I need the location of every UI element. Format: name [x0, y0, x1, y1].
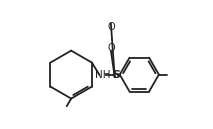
Text: S: S	[112, 70, 120, 80]
Text: O: O	[107, 22, 115, 32]
Text: NH: NH	[95, 70, 111, 80]
Text: O: O	[107, 43, 115, 53]
